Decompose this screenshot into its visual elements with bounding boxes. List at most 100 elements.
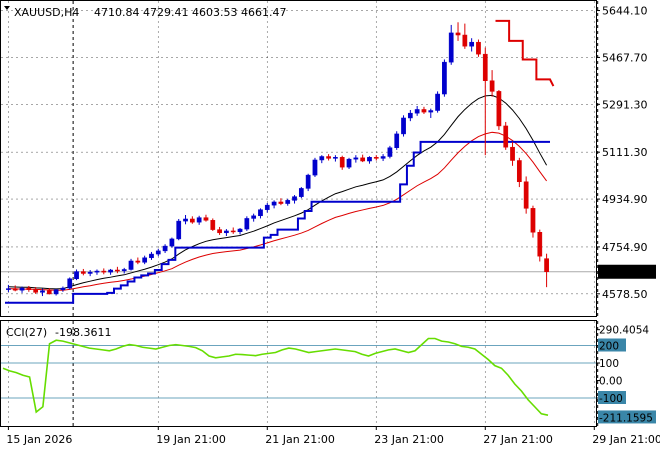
- candle[interactable]: [292, 195, 297, 204]
- candle[interactable]: [516, 157, 522, 188]
- candle[interactable]: [183, 214, 188, 225]
- candle[interactable]: [407, 109, 413, 122]
- candles[interactable]: [6, 22, 549, 297]
- candle-body: [121, 269, 127, 272]
- candle[interactable]: [367, 156, 372, 164]
- candle[interactable]: [462, 23, 468, 49]
- candle[interactable]: [298, 187, 304, 199]
- time-tick-label: 27 Jan 21:00: [483, 433, 553, 446]
- candle[interactable]: [80, 268, 86, 276]
- candle[interactable]: [169, 237, 175, 248]
- candle[interactable]: [60, 286, 66, 292]
- candle[interactable]: [387, 145, 393, 159]
- candle[interactable]: [448, 24, 454, 65]
- candle[interactable]: [128, 258, 134, 271]
- cci-level-tag: [598, 410, 656, 424]
- candle[interactable]: [339, 155, 345, 170]
- candle[interactable]: [26, 285, 32, 292]
- candle[interactable]: [87, 270, 93, 277]
- price-tick-label: 5644.10: [602, 5, 648, 18]
- candle[interactable]: [319, 155, 325, 164]
- time-axis[interactable]: 15 Jan 2026 19 Jan 21:00 21 Jan 21:00 23 Ja…: [6, 426, 660, 446]
- candle[interactable]: [326, 154, 331, 161]
- candle[interactable]: [196, 215, 202, 225]
- candle[interactable]: [203, 214, 209, 222]
- candle[interactable]: [421, 106, 427, 114]
- candle[interactable]: [435, 91, 440, 113]
- candle[interactable]: [380, 154, 386, 162]
- candle[interactable]: [53, 289, 59, 296]
- candle[interactable]: [19, 286, 25, 293]
- time-tick-label: 21 Jan 21:00: [265, 433, 335, 446]
- candle[interactable]: [442, 59, 447, 97]
- candle[interactable]: [189, 216, 195, 224]
- candle[interactable]: [346, 157, 352, 169]
- candle[interactable]: [121, 267, 127, 274]
- candle[interactable]: [115, 266, 120, 274]
- candle[interactable]: [523, 176, 529, 214]
- candle-body: [305, 174, 311, 189]
- candle[interactable]: [258, 208, 263, 219]
- candle[interactable]: [401, 115, 406, 137]
- time-tick-label: 15 Jan 2026: [6, 433, 72, 446]
- cci-axis[interactable]: 290.4054 200 100 0.00 -100 -211.1595: [596, 325, 656, 425]
- candle-body: [251, 215, 257, 219]
- candle[interactable]: [210, 218, 216, 231]
- candle[interactable]: [12, 285, 18, 292]
- candle[interactable]: [544, 253, 549, 288]
- candle[interactable]: [6, 284, 11, 293]
- candle[interactable]: [162, 244, 168, 253]
- candle[interactable]: [503, 121, 509, 150]
- candle[interactable]: [353, 155, 359, 163]
- collapse-triangle-icon[interactable]: [4, 6, 10, 10]
- candle[interactable]: [360, 154, 366, 163]
- candle[interactable]: [230, 227, 236, 234]
- candle[interactable]: [33, 287, 39, 294]
- candle[interactable]: [94, 269, 100, 275]
- candle[interactable]: [305, 173, 311, 192]
- candle[interactable]: [251, 213, 257, 222]
- candle[interactable]: [108, 268, 113, 275]
- price-axis[interactable]: 5644.10 5467.70 5291.30 5111.30 4934.90 4754.…: [596, 5, 656, 301]
- candle[interactable]: [455, 22, 461, 41]
- candle[interactable]: [142, 255, 148, 265]
- candle[interactable]: [373, 155, 379, 161]
- candle[interactable]: [496, 90, 502, 130]
- candle[interactable]: [530, 205, 536, 238]
- cci-level-tag: [598, 338, 626, 352]
- candle[interactable]: [135, 257, 141, 265]
- candle[interactable]: [278, 198, 284, 206]
- candle[interactable]: [476, 39, 481, 57]
- candle[interactable]: [333, 155, 338, 162]
- candle[interactable]: [217, 226, 222, 235]
- candle[interactable]: [149, 251, 154, 260]
- candle-body: [101, 270, 107, 273]
- candle[interactable]: [101, 268, 107, 275]
- candle[interactable]: [469, 38, 475, 52]
- candle[interactable]: [489, 70, 495, 97]
- candle[interactable]: [271, 200, 277, 209]
- candle[interactable]: [482, 47, 488, 156]
- candle-body: [162, 245, 168, 252]
- candle[interactable]: [428, 108, 434, 118]
- candle[interactable]: [176, 218, 182, 241]
- candle[interactable]: [237, 228, 243, 235]
- candle[interactable]: [46, 288, 52, 295]
- candle[interactable]: [224, 229, 229, 236]
- candle[interactable]: [40, 288, 45, 297]
- candle[interactable]: [74, 269, 79, 281]
- candle[interactable]: [67, 277, 73, 290]
- candle[interactable]: [264, 203, 270, 213]
- candle[interactable]: [155, 248, 161, 257]
- candle-body: [353, 157, 359, 160]
- candle[interactable]: [414, 106, 420, 116]
- candle[interactable]: [312, 157, 318, 177]
- candle[interactable]: [510, 141, 515, 166]
- candle[interactable]: [537, 229, 543, 262]
- candle-body: [40, 290, 45, 293]
- candle[interactable]: [394, 131, 400, 150]
- candle[interactable]: [244, 216, 250, 231]
- current-price-tag: [598, 264, 656, 279]
- candle[interactable]: [285, 198, 291, 206]
